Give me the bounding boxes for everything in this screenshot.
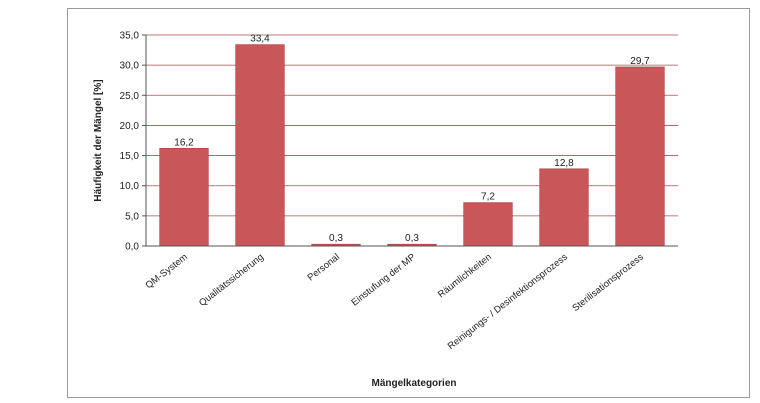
data-label: 12,8 <box>554 158 574 169</box>
category-label: Sterilisationsprozess <box>570 252 646 314</box>
y-tick-label: 15,0 <box>120 151 140 162</box>
data-label: 29,7 <box>630 56 650 67</box>
y-axis-title: Häufigkeit der Mängel [%] <box>93 79 104 201</box>
y-tick-label: 30,0 <box>120 61 140 72</box>
data-label: 7,2 <box>481 192 495 203</box>
x-axis-title: Mängelkategorien <box>371 378 456 389</box>
category-label: Räumlichkeiten <box>436 252 494 301</box>
bar <box>615 66 665 247</box>
category-label: Einstufung der MP <box>349 252 417 309</box>
data-label: 0,3 <box>405 233 419 244</box>
bar <box>235 44 285 247</box>
bar <box>463 202 513 247</box>
y-tick-label: 0,0 <box>125 242 139 253</box>
bar <box>159 148 209 247</box>
y-tick-label: 5,0 <box>125 211 139 222</box>
data-label: 16,2 <box>174 137 194 148</box>
bar <box>539 168 589 247</box>
bar-chart: 0,0 5,0 10,0 15,0 20,0 25,0 30,0 35,0 16,2 33,4 0… <box>93 31 678 389</box>
data-label: 33,4 <box>250 34 270 45</box>
category-label: Personal <box>306 252 342 284</box>
bars <box>159 44 665 247</box>
y-tick-label: 35,0 <box>120 31 140 42</box>
y-tick-label: 25,0 <box>120 91 140 102</box>
category-label: QM-System <box>144 252 190 292</box>
chart-frame: 0,0 5,0 10,0 15,0 20,0 25,0 30,0 35,0 16,2 33,4 0… <box>67 8 750 398</box>
data-label: 0,3 <box>329 233 343 244</box>
gridlines <box>146 34 678 217</box>
category-labels: QM-System Qualitätssicherung Personal Einst… <box>144 252 646 352</box>
data-labels: 16,2 33,4 0,3 0,3 7,2 12,8 29,7 <box>174 34 650 245</box>
y-tick-label: 20,0 <box>120 121 140 132</box>
y-tick-label: 10,0 <box>120 181 140 192</box>
category-label: Qualitätssicherung <box>197 252 266 309</box>
category-label: Reinigungs- / Desinfektionsprozess <box>446 252 570 352</box>
y-axis-ticks: 0,0 5,0 10,0 15,0 20,0 25,0 30,0 35,0 <box>120 31 146 253</box>
